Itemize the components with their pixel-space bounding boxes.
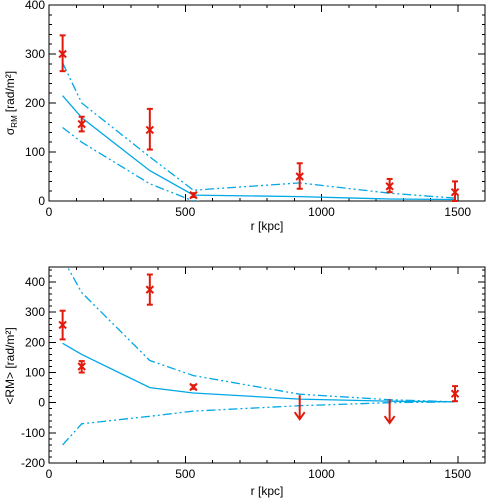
- upper-limit-arrowhead: [293, 411, 306, 421]
- model-line-dash-dot-dot: [62, 62, 456, 199]
- y-label-subscript: RM: [10, 115, 19, 128]
- data-point: [295, 172, 304, 181]
- model-line-dash-dot-dot: [66, 267, 456, 403]
- y-axis-label-bottom: <RM> [rad/m²]: [3, 327, 17, 404]
- data-point: [450, 187, 460, 197]
- model-line-solid: [62, 342, 456, 403]
- upper-limit-arrowhead: [383, 415, 396, 425]
- plot-frame-bottom: [48, 266, 486, 464]
- y-axis-label-top: σRM [rad/m²]: [3, 71, 19, 135]
- y-tick-label: 300: [25, 47, 45, 61]
- y-label-sigma: σ: [3, 127, 17, 135]
- x-tick-label: 1000: [308, 467, 335, 481]
- y-tick-label: 0: [38, 396, 45, 410]
- y-tick-label: 400: [25, 0, 45, 12]
- data-point: [58, 49, 67, 59]
- data-point: [189, 382, 198, 392]
- y-label-unit: [rad/m²]: [3, 71, 17, 112]
- y-tick-label: -100: [21, 426, 45, 440]
- x-tick-label: 1500: [444, 205, 471, 219]
- data-point: [77, 119, 86, 129]
- panel-bottom: 0 500 1000 1500 -200 -100 0 100 200 300 400 r [kpc…: [3, 266, 486, 498]
- y-tick-label: 100: [25, 366, 45, 380]
- y-tick-label: 0: [38, 194, 45, 208]
- plot-frame-top: [48, 4, 486, 202]
- panel-top: 0 500 1000 1500 0 100 200 300 400 r [kpc] σRM [ra…: [3, 0, 486, 233]
- y-tick-label: 200: [25, 96, 45, 110]
- model-line-dash-dot-dot: [62, 401, 456, 446]
- x-tick-label: 0: [46, 205, 53, 219]
- data-point: [450, 389, 460, 398]
- x-tick-label: 500: [175, 467, 195, 481]
- data-point: [385, 182, 394, 191]
- x-tick-label: 0: [46, 467, 53, 481]
- y-tick-label: -200: [21, 456, 45, 470]
- x-tick-label: 1500: [444, 467, 471, 481]
- model-line-solid: [62, 95, 456, 201]
- x-axis-label-bottom: r [kpc]: [251, 484, 284, 498]
- model-line-dash-dot-dot: [62, 126, 201, 201]
- x-axis-label-top: r [kpc]: [251, 219, 284, 233]
- y-tick-label: 400: [25, 275, 45, 289]
- y-tick-label: 200: [25, 335, 45, 349]
- x-tick-label: 500: [175, 205, 195, 219]
- y-tick-label: 100: [25, 145, 45, 159]
- data-point: [145, 125, 155, 135]
- x-tick-label: 1000: [308, 205, 335, 219]
- data-point: [77, 362, 86, 371]
- data-point: [145, 285, 155, 294]
- y-tick-label: 300: [25, 305, 45, 319]
- data-point: [189, 190, 198, 200]
- data-point: [58, 320, 67, 330]
